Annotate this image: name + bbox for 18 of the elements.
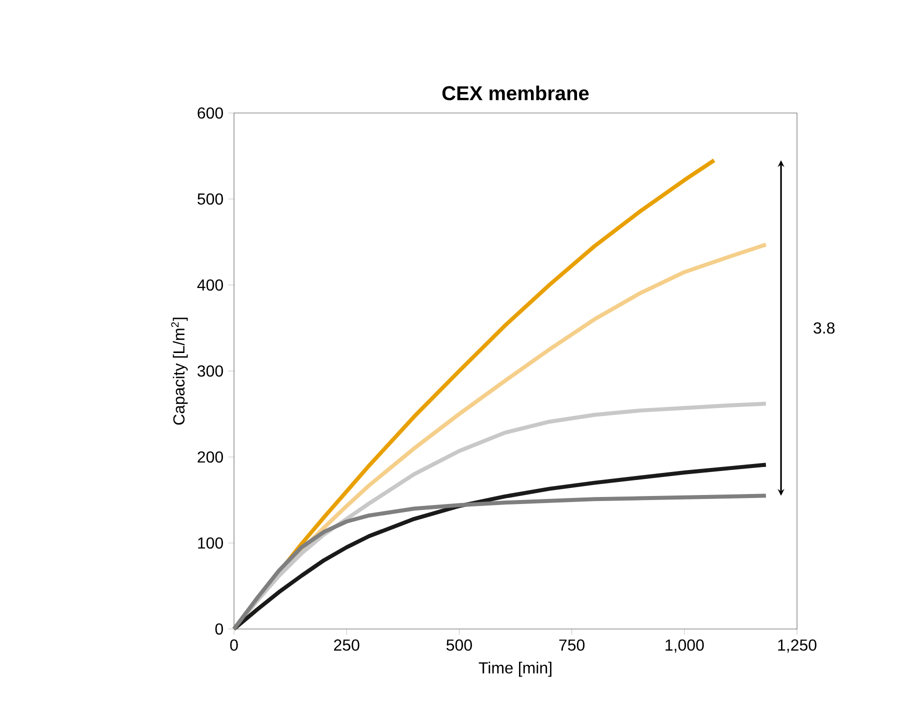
line-series [232,462,768,631]
x-tick-label: 500 [446,639,472,651]
y-tick-label: 100 [198,537,223,549]
y-axis-title: Capacity [L/m$^{2}$] [171,318,188,425]
x-tick-label: 0 [230,639,238,651]
y-tick-label: 200 [198,451,223,463]
chart-title: CEX membrane [442,86,589,100]
y-tick-label: 300 [198,365,223,377]
x-tick-label: 1,000 [666,639,704,653]
y-tick-label: 600 [198,107,223,119]
y-tick-label: 400 [197,279,223,291]
y-tick-label: 500 [198,193,223,205]
y-tick-label: 0 [215,623,223,635]
text: 3.8 [814,322,835,334]
x-tick-label: 1,250 [778,639,816,653]
x-tick-label: 250 [334,639,360,651]
x-axis-title: Time [min] [478,662,552,677]
x-tick-label: 750 [559,639,585,651]
